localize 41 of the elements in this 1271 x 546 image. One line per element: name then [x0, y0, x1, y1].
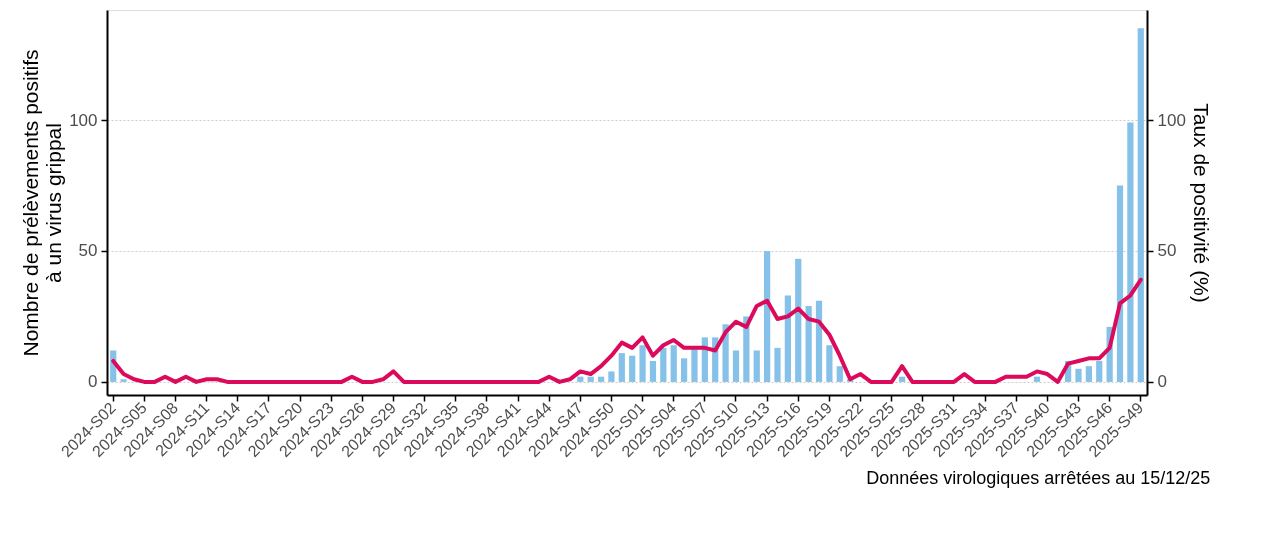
- bar: [815, 300, 823, 382]
- bar: [774, 347, 781, 382]
- bar: [608, 371, 615, 382]
- y-axis-title: Nombre de prélèvements positifs à un virus grippal: [19, 49, 66, 357]
- bar: [898, 376, 906, 382]
- text: Données virologiques arrêtées au 15/12/25: [866, 467, 1211, 488]
- bar: [826, 345, 833, 382]
- y2-tick-label: 0: [1157, 372, 1167, 392]
- bar: [1075, 368, 1082, 382]
- bar: [120, 379, 127, 382]
- bar: [618, 353, 625, 382]
- bar: [795, 258, 802, 382]
- bar: [629, 355, 636, 382]
- bar: [670, 345, 677, 382]
- bar: [691, 347, 698, 382]
- bar: [1116, 185, 1124, 382]
- bar: [836, 366, 843, 382]
- bar: [680, 358, 688, 382]
- bar: [577, 376, 584, 382]
- bar: [1137, 28, 1144, 382]
- bar: [649, 360, 657, 382]
- y2-tick-label: 50: [1157, 241, 1177, 261]
- bar: [732, 350, 740, 382]
- bar: [587, 376, 594, 382]
- line-series: [111, 277, 1143, 384]
- y-tick-label: 0: [88, 372, 98, 392]
- bar: [660, 347, 667, 382]
- bar: [805, 305, 812, 382]
- y-tick-label: 100: [69, 110, 98, 130]
- bar: [597, 376, 605, 382]
- bar: [1033, 376, 1041, 382]
- bar: [1085, 366, 1092, 382]
- y-tick-label: 50: [78, 241, 98, 261]
- y2-tick-label: 100: [1157, 110, 1186, 130]
- bar: [639, 345, 646, 382]
- y2-axis-title: Taux de positivité (%): [1189, 103, 1213, 303]
- bar: [1127, 122, 1134, 382]
- bar: [784, 295, 791, 382]
- bar: [764, 250, 771, 382]
- bar: [753, 350, 760, 382]
- bar: [1096, 360, 1103, 382]
